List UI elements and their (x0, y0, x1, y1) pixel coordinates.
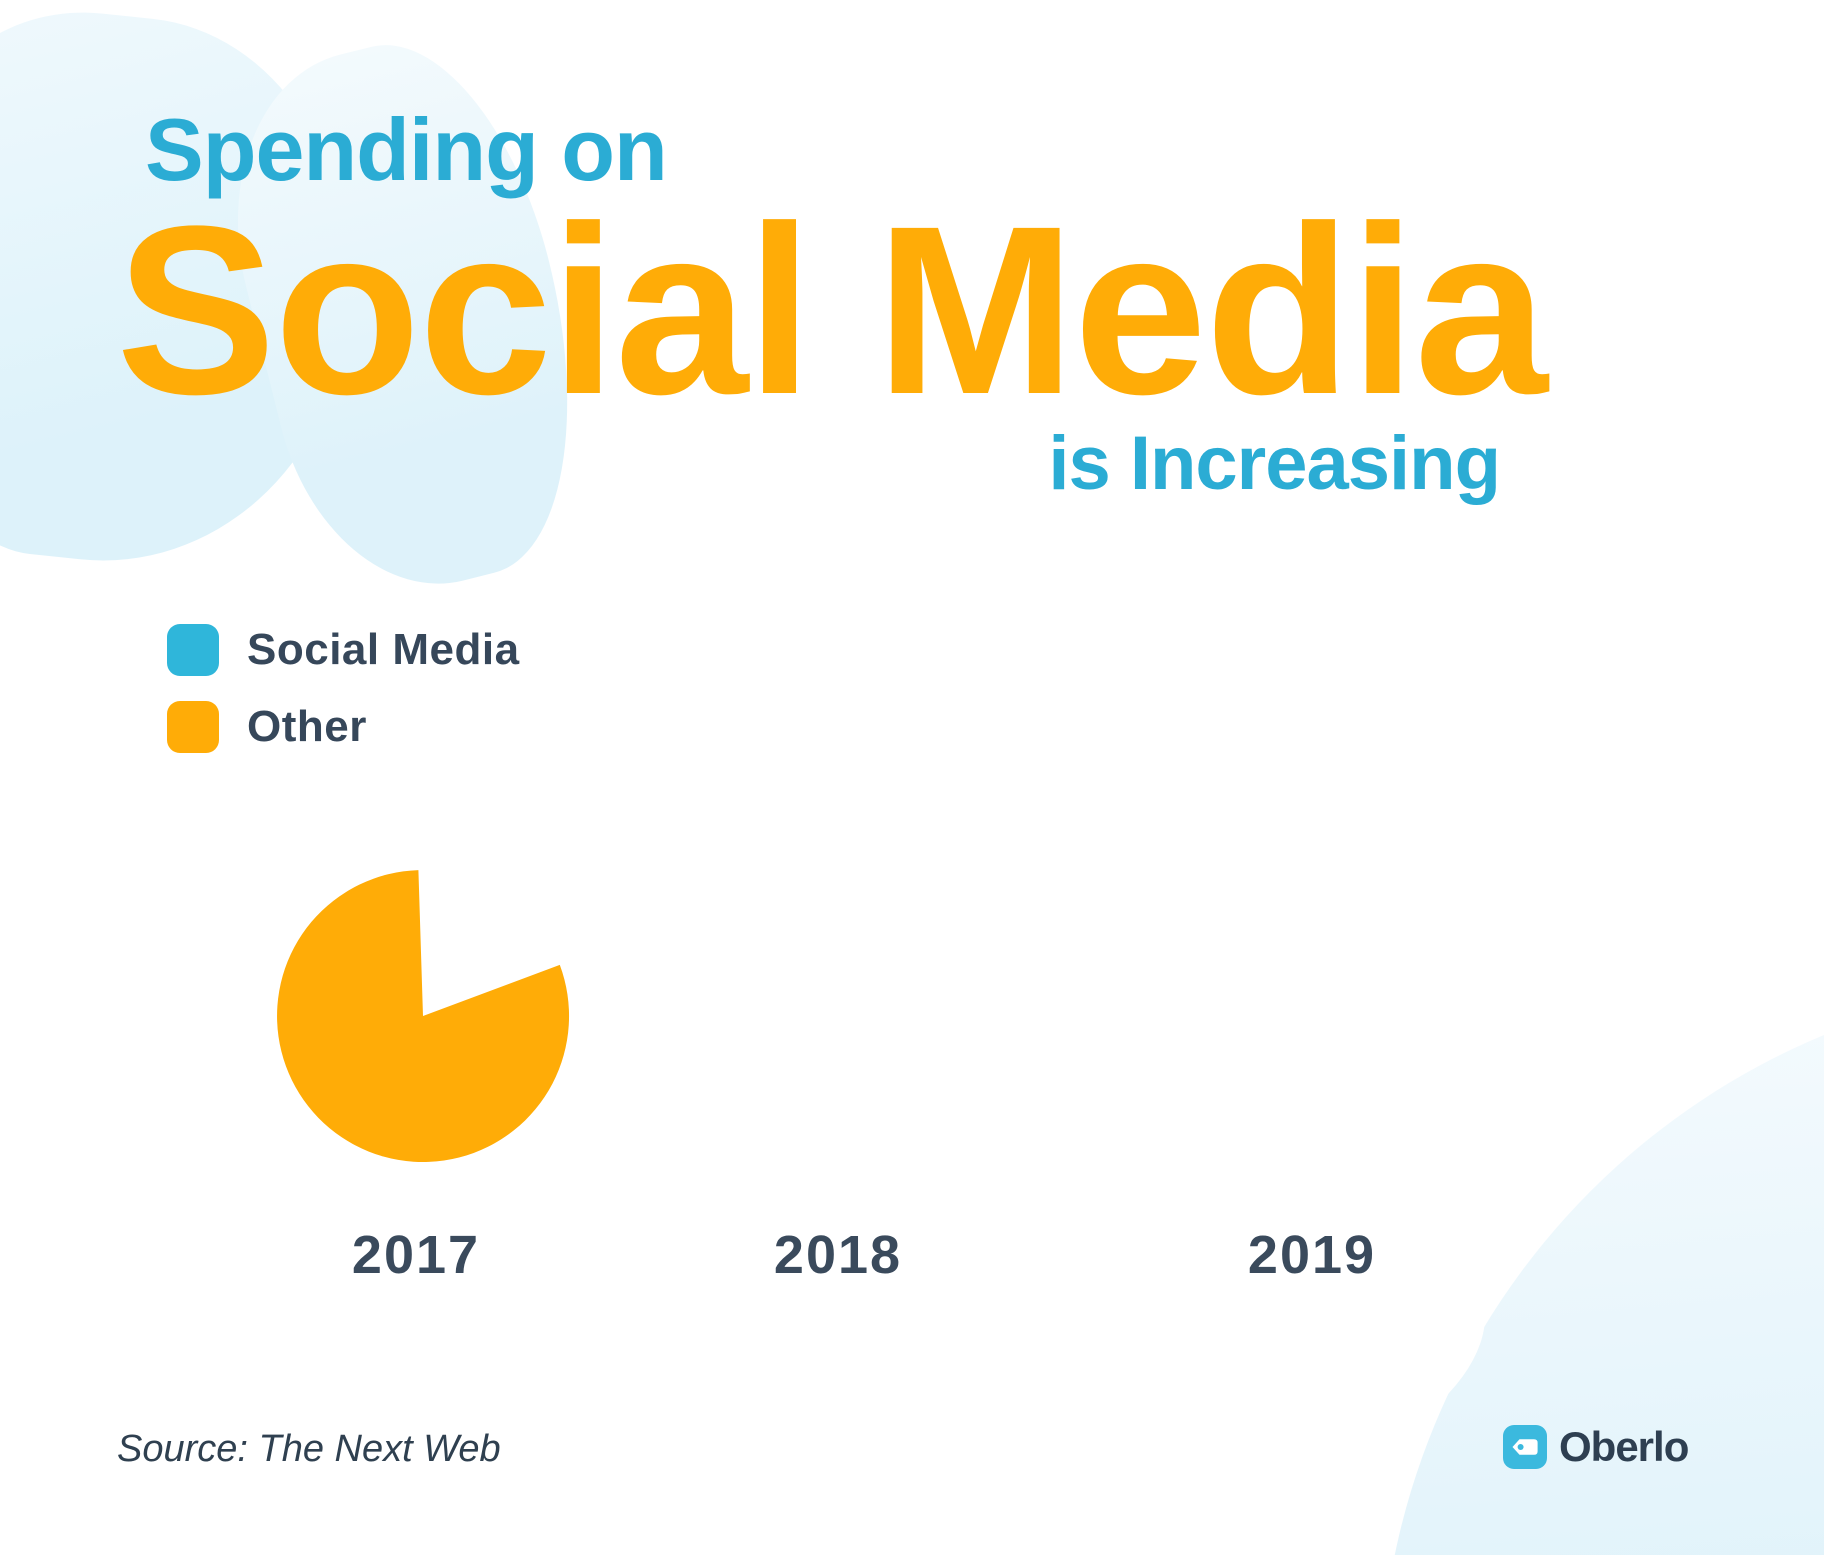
legend-label-other: Other (247, 702, 367, 751)
oberlo-tag-icon (1503, 1425, 1547, 1469)
brand-lockup: Oberlo (1503, 1423, 1689, 1471)
brand-name: Oberlo (1559, 1423, 1689, 1470)
title-line-spending-on: Spending on (145, 100, 668, 199)
legend-item-other: Other (167, 701, 367, 753)
source-credit: Source: The Next Web (117, 1428, 501, 1470)
year-label-2018: 2018 (773, 1225, 903, 1285)
legend-label-social-media: Social Media (247, 625, 520, 674)
year-label-2017: 2017 (351, 1225, 481, 1285)
pie-2017 (277, 870, 570, 1163)
title-line-social-media: Social Media (116, 176, 1548, 444)
pie-2017-other-slice (277, 870, 570, 1163)
title-line-is-increasing: is Increasing (1048, 421, 1501, 506)
legend-item-social-media: Social Media (167, 624, 520, 676)
legend-swatch-social-media (167, 624, 219, 676)
legend-swatch-other (167, 701, 219, 753)
year-label-2019: 2019 (1247, 1225, 1377, 1285)
